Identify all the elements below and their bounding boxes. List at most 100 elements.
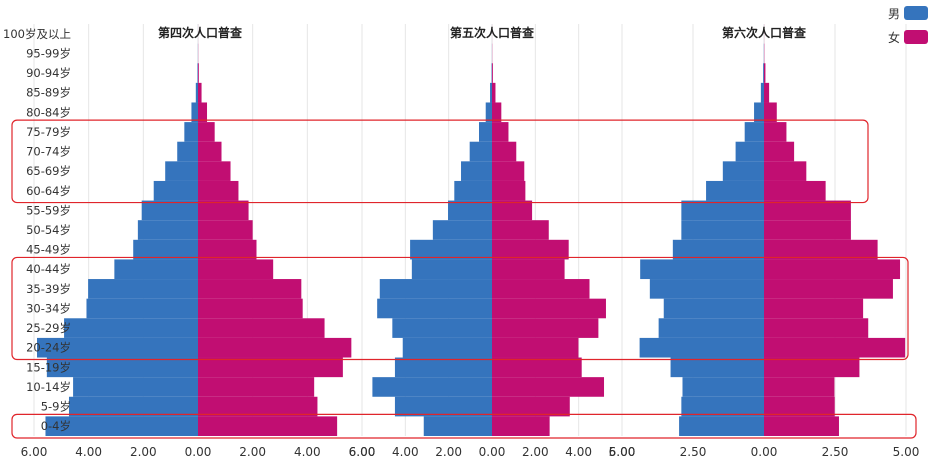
bar-female-p1-11[interactable] [492,200,533,221]
bar-female-p1-7[interactable] [492,279,590,299]
bar-female-p2-3[interactable] [764,357,860,378]
bar-female-p0-13[interactable] [198,161,231,181]
bar-male-p0-8[interactable] [114,259,198,280]
bar-male-p0-4[interactable] [37,337,198,358]
legend-item-female[interactable]: 女 [888,28,928,46]
bar-female-p1-1[interactable] [492,396,570,417]
bar-male-p2-2[interactable] [682,377,764,397]
bar-male-p2-7[interactable] [649,279,764,299]
bar-male-p0-9[interactable] [133,239,198,260]
bar-male-p2-6[interactable] [663,298,764,319]
bar-male-p1-0[interactable] [423,416,492,436]
bar-female-p1-13[interactable] [492,161,525,181]
bar-female-p2-1[interactable] [764,396,835,417]
bar-male-p1-2[interactable] [372,377,492,397]
bar-male-p2-16[interactable] [754,102,764,123]
bar-male-p1-7[interactable] [379,279,492,299]
legend-item-male[interactable]: 男 [888,4,928,22]
bar-female-p0-16[interactable] [198,102,208,123]
bar-female-p0-0[interactable] [198,416,338,436]
bar-female-p2-4[interactable] [764,337,906,358]
bar-male-p0-10[interactable] [137,220,198,240]
bar-female-p0-14[interactable] [198,141,222,162]
bar-female-p0-6[interactable] [198,298,303,319]
bar-female-p1-14[interactable] [492,141,517,162]
bar-female-p1-0[interactable] [492,416,550,436]
bar-female-p1-3[interactable] [492,357,582,378]
bar-female-p2-6[interactable] [764,298,864,319]
bar-female-p1-17[interactable] [492,82,496,103]
bar-male-p1-16[interactable] [485,102,492,123]
bar-female-p1-15[interactable] [492,122,509,142]
bar-female-p0-12[interactable] [198,180,239,201]
bar-male-p0-6[interactable] [86,298,198,319]
bar-male-p0-15[interactable] [184,122,198,142]
bar-female-p1-5[interactable] [492,318,599,338]
bar-female-p2-0[interactable] [764,416,839,436]
bar-male-p2-15[interactable] [744,122,764,142]
bar-male-p2-10[interactable] [681,220,764,240]
bar-female-p2-5[interactable] [764,318,869,338]
bar-female-p0-7[interactable] [198,279,302,299]
bar-male-p2-4[interactable] [639,337,764,358]
bar-female-p2-17[interactable] [764,82,770,103]
bar-female-p2-12[interactable] [764,180,826,201]
bar-female-p2-9[interactable] [764,239,878,260]
bar-male-p2-18[interactable] [763,63,764,83]
bar-male-p0-3[interactable] [46,357,199,378]
bar-female-p0-10[interactable] [198,220,253,240]
bar-male-p1-13[interactable] [461,161,492,181]
bar-male-p0-17[interactable] [195,82,198,103]
bar-female-p1-4[interactable] [492,337,579,358]
bar-female-p1-2[interactable] [492,377,605,397]
bar-female-p1-6[interactable] [492,298,606,319]
bar-female-p2-13[interactable] [764,161,807,181]
bar-female-p0-15[interactable] [198,122,215,142]
bar-female-p1-12[interactable] [492,180,526,201]
bar-male-p2-17[interactable] [760,82,764,103]
bar-male-p2-12[interactable] [706,180,764,201]
bar-male-p0-18[interactable] [197,63,198,83]
bar-male-p2-8[interactable] [640,259,764,280]
bar-female-p2-11[interactable] [764,200,851,221]
bar-male-p1-4[interactable] [402,337,492,358]
bar-female-p2-15[interactable] [764,122,787,142]
bar-male-p0-0[interactable] [45,416,199,436]
bar-female-p2-8[interactable] [764,259,901,280]
bar-male-p0-14[interactable] [177,141,198,162]
bar-female-p1-16[interactable] [492,102,502,123]
bar-female-p2-10[interactable] [764,220,851,240]
bar-female-p2-18[interactable] [764,63,766,83]
bar-female-p1-10[interactable] [492,220,549,240]
bar-male-p0-7[interactable] [88,279,198,299]
bar-male-p0-2[interactable] [73,377,198,397]
bar-male-p2-13[interactable] [722,161,764,181]
bar-female-p0-1[interactable] [198,396,318,417]
bar-male-p1-5[interactable] [392,318,492,338]
bar-male-p0-5[interactable] [64,318,198,338]
bar-male-p2-1[interactable] [681,396,764,417]
bar-male-p1-3[interactable] [394,357,492,378]
bar-female-p1-8[interactable] [492,259,565,280]
bar-male-p0-16[interactable] [191,102,198,123]
bar-female-p0-8[interactable] [198,259,274,280]
bar-female-p0-17[interactable] [198,82,202,103]
bar-male-p1-14[interactable] [469,141,492,162]
bar-male-p2-0[interactable] [679,416,764,436]
bar-male-p1-6[interactable] [377,298,492,319]
bar-female-p0-5[interactable] [198,318,325,338]
bar-female-p1-9[interactable] [492,239,569,260]
bar-male-p1-17[interactable] [490,82,492,103]
bar-female-p2-2[interactable] [764,377,835,397]
bar-female-p0-9[interactable] [198,239,257,260]
bar-male-p1-10[interactable] [432,220,492,240]
bar-male-p2-9[interactable] [672,239,764,260]
bar-male-p1-15[interactable] [479,122,492,142]
bar-male-p2-11[interactable] [681,200,764,221]
bar-male-p0-12[interactable] [153,180,198,201]
bar-female-p0-11[interactable] [198,200,249,221]
bar-female-p0-3[interactable] [198,357,343,378]
bar-female-p1-18[interactable] [492,63,493,83]
bar-female-p0-18[interactable] [198,63,199,83]
bar-male-p0-13[interactable] [165,161,198,181]
